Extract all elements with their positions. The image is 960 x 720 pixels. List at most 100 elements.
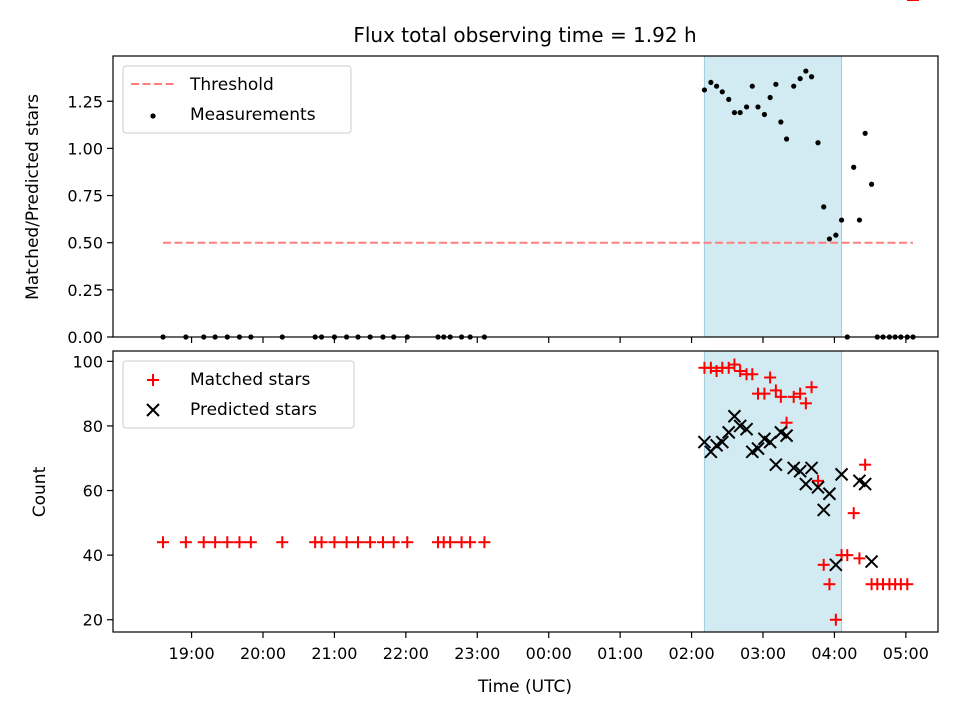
matched-star-marker	[233, 536, 246, 549]
x-tick-label: 21:00	[311, 644, 357, 663]
ratio-y-tick-label: 0.25	[67, 281, 103, 300]
matched-star-marker	[758, 387, 771, 400]
measurement-point	[708, 79, 714, 86]
matched-star-marker	[244, 536, 257, 549]
ratio-y-tick-label: 1.00	[67, 139, 103, 158]
x-tick-label: 03:00	[740, 644, 786, 663]
measurement-point	[731, 109, 738, 116]
x-tick-label: 04:00	[811, 644, 857, 663]
matched-star-marker	[209, 536, 222, 549]
predicted-star-marker	[834, 467, 849, 482]
count-y-tick-label: 80	[83, 417, 103, 436]
matched-star-marker	[197, 536, 210, 549]
matched-star-marker	[764, 371, 777, 384]
measurement-point	[803, 68, 809, 74]
predicted-star-marker	[763, 435, 777, 449]
measurement-point	[797, 76, 803, 82]
matched-star-marker	[805, 381, 818, 394]
ratio-y-tick-label: 0.00	[67, 328, 103, 347]
measurement-point	[826, 236, 833, 242]
matched-star-markers	[157, 0, 919, 626]
matched-star-marker	[774, 390, 787, 403]
measurement-point	[862, 130, 868, 136]
predicted-star-marker	[811, 480, 825, 495]
x-tick-label: 23:00	[454, 644, 500, 663]
count-observing-window	[703, 350, 843, 633]
matched-star-marker	[179, 536, 192, 549]
predicted-star-marker	[733, 419, 747, 433]
matched-star-marker	[787, 390, 800, 403]
matched-star-marker	[444, 536, 457, 549]
matched-star-marker	[769, 384, 782, 397]
matched-star-marker	[387, 536, 400, 549]
ratio-y-tick-label: 0.50	[67, 234, 103, 253]
predicted-star-marker	[779, 428, 794, 443]
predicted-star-marker	[769, 457, 783, 472]
x-tick-label: 19:00	[169, 644, 215, 663]
count-y-tick-label: 20	[83, 611, 103, 630]
ratio-x-ticks	[190, 337, 907, 343]
measurement-point	[767, 94, 773, 101]
measurements-legend-swatch	[150, 113, 156, 119]
predicted-star-marker	[739, 422, 754, 436]
matched-star-marker	[734, 365, 747, 378]
predicted-star-marker	[751, 441, 765, 456]
predicted-star-marker	[829, 558, 843, 572]
count-y-tick-label: 60	[83, 482, 103, 501]
count-y-ticks: 20 40 60 80 100	[72, 352, 113, 630]
matched-star-marker	[478, 536, 491, 549]
measurement-point	[773, 81, 779, 87]
measurement-point	[808, 74, 815, 80]
x-tick-label: 01:00	[597, 644, 643, 663]
count-legend: Matched stars Predicted stars	[122, 360, 355, 429]
measurement-point	[761, 111, 768, 118]
matched-stars-legend-label: Matched stars	[190, 370, 310, 390]
measurement-point	[868, 181, 875, 187]
matched-star-marker	[364, 536, 377, 549]
ratio-observing-window	[703, 55, 843, 338]
matched-star-marker	[728, 358, 741, 371]
measurement-point	[749, 83, 755, 89]
ratio-y-axis-label: Matched/Predicted stars	[23, 94, 43, 300]
x-axis-label: Time (UTC)	[477, 677, 572, 697]
predicted-stars-legend-label: Predicted stars	[190, 400, 317, 420]
threshold-legend-label: Threshold	[189, 75, 274, 95]
measurement-point	[791, 83, 797, 89]
predicted-star-marker	[804, 461, 819, 475]
measurement-point	[833, 232, 839, 238]
predicted-star-markers	[697, 409, 879, 572]
matched-star-marker	[746, 368, 759, 381]
matched-star-marker	[340, 536, 353, 549]
ratio-legend-box	[122, 65, 352, 134]
matched-star-marker	[823, 578, 836, 591]
measurements-legend-label: Measurements	[190, 105, 316, 125]
count-panel-frame	[112, 350, 939, 633]
matched-star-marker	[221, 536, 234, 549]
count-panel: 19:00 20:00 21:00 22:00 23:00 00:00 01:00 02:00…	[30, 0, 939, 663]
ratio-panel: 0.00 0.25 0.50 0.75 1.00 1.25 Matched/Predict…	[23, 55, 939, 347]
matched-star-marker	[841, 549, 854, 562]
predicted-star-marker	[799, 477, 813, 491]
predicted-stars-legend-swatch	[146, 403, 160, 417]
matched-star-marker	[799, 397, 812, 410]
matched-star-marker	[812, 474, 824, 487]
measurement-point	[755, 104, 761, 110]
measurement-point	[821, 204, 827, 210]
count-legend-box	[122, 360, 355, 429]
matched-star-marker	[794, 387, 807, 400]
predicted-star-marker	[727, 409, 742, 423]
ratio-y-tick-label: 0.75	[67, 187, 103, 206]
matched-star-marker	[853, 552, 866, 565]
count-x-ticks: 19:00 20:00 21:00 22:00 23:00 00:00 01:00 02:00…	[169, 632, 929, 663]
matched-star-marker	[847, 507, 860, 520]
measurement-point	[856, 217, 863, 223]
ratio-y-ticks: 0.00 0.25 0.50 0.75 1.00 1.25	[67, 92, 113, 347]
predicted-star-marker	[697, 435, 712, 449]
measurement-point	[815, 140, 821, 146]
predicted-star-marker	[864, 554, 879, 569]
x-tick-label: 05:00	[883, 644, 929, 663]
matched-star-marker	[401, 536, 414, 549]
predicted-star-marker	[858, 477, 872, 491]
measurement-point	[851, 164, 857, 170]
